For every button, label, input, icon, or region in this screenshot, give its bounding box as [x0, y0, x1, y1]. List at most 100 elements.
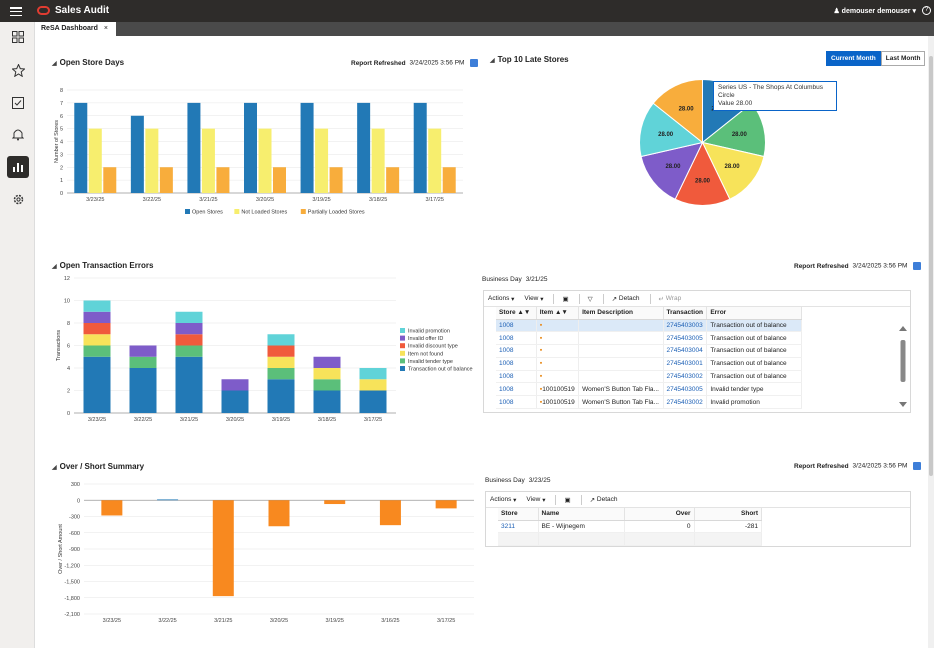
table-row[interactable]: 1008 ▪ 2745403002 Transaction out of balanc… — [496, 370, 802, 384]
business-day-label: Business Day — [482, 276, 522, 283]
table-row[interactable]: 1008 ▪ 2745403001 Transaction out of balanc… — [496, 357, 802, 371]
column-item-description[interactable]: Item Description — [578, 307, 664, 320]
help-icon[interactable]: ? — [922, 6, 931, 15]
current-month-button[interactable]: Current Month — [826, 51, 881, 66]
bar-segment — [83, 356, 111, 413]
cell-txn[interactable]: 2745403005 — [663, 331, 708, 346]
y-tick-label: 300 — [71, 482, 80, 488]
freeze-icon[interactable]: ▣ — [564, 496, 571, 504]
cell-store[interactable]: 1008 — [496, 395, 537, 410]
column-over[interactable]: Over — [624, 508, 695, 521]
favorites-star-icon[interactable] — [7, 59, 29, 81]
cell-error: Transaction out of balance — [706, 357, 802, 371]
cell-store[interactable]: 1008 — [496, 331, 537, 346]
view-label: View — [524, 295, 539, 302]
cell-store[interactable]: 1008 — [496, 370, 537, 384]
hamburger-menu-icon[interactable] — [10, 7, 22, 17]
refresh-icon[interactable] — [470, 59, 479, 67]
over-short-title[interactable]: Over / Short Summary — [52, 462, 144, 471]
bar — [273, 167, 286, 193]
cell-txn[interactable]: 2745403004 — [663, 344, 708, 358]
x-tick-label: 3/21/25 — [180, 417, 198, 423]
column-name[interactable]: Name — [538, 508, 625, 521]
open-store-days-title[interactable]: Open Store Days — [52, 58, 124, 67]
bar-segment — [175, 311, 203, 323]
refresh-icon[interactable] — [913, 462, 922, 470]
bar — [413, 102, 427, 193]
pie-slice — [674, 141, 731, 206]
close-tab-icon[interactable]: × — [103, 25, 109, 32]
cell-txn[interactable]: 2745403002 — [663, 395, 708, 410]
filter-icon[interactable]: ▽ — [587, 295, 593, 303]
reports-chart-icon[interactable] — [7, 156, 29, 178]
user-menu[interactable]: ♟ demouser demouser ▾ — [833, 8, 916, 15]
table-row[interactable]: 1008 ▪ 2745403003 Transaction out of balanc… — [496, 319, 802, 333]
errors-table: Store ▲▼ Item ▲▼ Item Description Transa… — [496, 307, 802, 410]
y-tick-label: 6 — [67, 344, 70, 350]
error-marker-icon: ▪ — [539, 360, 543, 368]
column-store[interactable]: Store — [498, 508, 539, 521]
refresh-icon[interactable] — [913, 262, 922, 270]
notifications-bell-icon[interactable] — [7, 123, 29, 145]
table-row[interactable]: 3211 BE - Wijnegem 0 -281 — [498, 520, 763, 534]
bar-segment — [313, 379, 341, 391]
bar — [74, 102, 88, 193]
actions-menu[interactable]: Actions ▾ — [488, 295, 515, 303]
wrap-button[interactable]: ↵ Wrap — [659, 295, 682, 303]
settings-gear-icon[interactable] — [7, 188, 29, 210]
legend-swatch — [400, 358, 405, 364]
bar-segment — [359, 390, 387, 413]
bar — [442, 167, 456, 193]
cell-item: ▪ — [536, 344, 580, 358]
dashboard-grid-icon[interactable] — [7, 26, 29, 48]
cell-store[interactable]: 1008 — [496, 357, 537, 371]
y-tick-label: 2 — [60, 165, 63, 171]
error-marker-icon: ▪ — [539, 347, 543, 355]
table-row[interactable]: 1008 ▪ 2745403004 Transaction out of balanc… — [496, 344, 802, 358]
column-label: Item — [539, 309, 554, 317]
actions-menu[interactable]: Actions ▾ — [490, 496, 517, 504]
detach-button[interactable]: ↗ Detach — [590, 496, 618, 504]
detach-button[interactable]: ↗ Detach — [612, 295, 640, 303]
column-short[interactable]: Short — [694, 508, 763, 521]
transaction-errors-title[interactable]: Open Transaction Errors — [52, 261, 154, 270]
y-tick-label: -1,800 — [64, 596, 80, 602]
cell-store[interactable]: 1008 — [496, 382, 537, 397]
pie-data-label: 28.00 — [695, 178, 711, 184]
cell-txn[interactable]: 2745403005 — [663, 382, 708, 397]
view-menu[interactable]: View ▾ — [526, 496, 546, 504]
transaction-errors-chart: 0 2 4 6 8 10 12 Transactions 3/23/25 3/22/25 3/21/… — [56, 276, 473, 423]
y-tick-label: 4 — [60, 140, 63, 146]
tooltip-value: Value 28.00 — [718, 100, 753, 107]
freeze-icon[interactable]: ▣ — [562, 295, 569, 303]
scrollbar-thumb[interactable] — [929, 56, 933, 476]
x-tick-label: 3/23/25 — [86, 197, 104, 203]
cell-txn[interactable]: 2745403003 — [663, 319, 708, 333]
table-row[interactable]: 1008 ▪100100519 Women'S Button Tab Fla... 2… — [496, 382, 802, 397]
cell-store[interactable]: 1008 — [496, 319, 537, 333]
column-error[interactable]: Error — [706, 307, 802, 320]
table-row[interactable]: 1008 ▪ 2745403005 Transaction out of balanc… — [496, 331, 802, 346]
cell-store[interactable]: 3211 — [498, 520, 539, 534]
view-label: View — [526, 496, 541, 503]
late-stores-title[interactable]: Top 10 Late Stores — [490, 55, 569, 64]
view-menu[interactable]: View ▾ — [524, 295, 544, 303]
errors-business-day: Business Day 3/21/25 — [482, 276, 547, 283]
column-store[interactable]: Store ▲▼ — [496, 307, 537, 320]
tab-resa-dashboard[interactable]: ReSA Dashboard × — [35, 22, 117, 36]
y-tick-label: 0 — [67, 411, 70, 417]
errors-table-scrollbar[interactable] — [898, 325, 908, 409]
cell-store[interactable]: 1008 — [496, 344, 537, 358]
cell-txn[interactable]: 2745403001 — [663, 357, 708, 371]
bar — [268, 500, 290, 527]
cell-item: ▪ — [536, 331, 580, 346]
page-scrollbar[interactable] — [928, 36, 934, 648]
last-month-button[interactable]: Last Month — [880, 51, 926, 66]
bar — [145, 128, 159, 193]
column-transaction[interactable]: Transaction — [663, 307, 708, 320]
tasks-clipboard-icon[interactable] — [7, 91, 29, 113]
pie-data-label: 28.00 — [665, 164, 681, 170]
cell-txn[interactable]: 2745403002 — [663, 370, 708, 384]
column-item[interactable]: Item ▲▼ — [536, 307, 580, 320]
table-row[interactable]: 1008 ▪100100519 Women'S Button Tab Fla... 2… — [496, 395, 802, 410]
